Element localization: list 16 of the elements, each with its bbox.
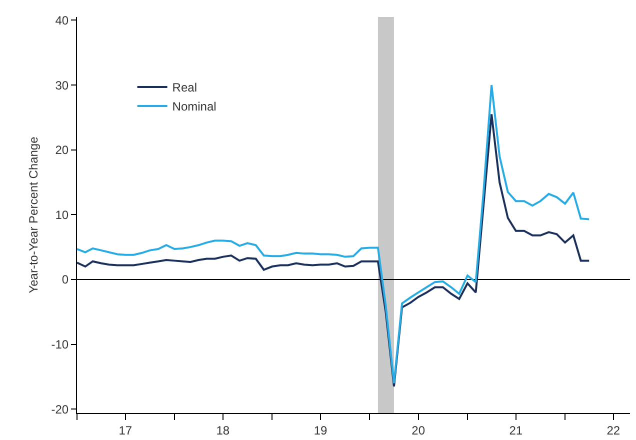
x-tick-label: 21	[509, 423, 523, 438]
y-tick-label: 40	[55, 13, 69, 28]
y-tick-label: 20	[55, 143, 69, 158]
x-tick-label: 18	[216, 423, 230, 438]
x-tick-label: 17	[118, 423, 132, 438]
y-tick-label: -10	[51, 338, 69, 352]
x-tick-label: 19	[314, 423, 328, 438]
legend-label: Nominal	[172, 100, 216, 114]
y-tick-label: 0	[62, 272, 69, 287]
y-axis-title: Year-to-Year Percent Change	[26, 136, 41, 294]
x-tick-label: 22	[606, 423, 620, 438]
y-tick-label: 30	[55, 78, 69, 92]
legend-label: Real	[172, 80, 197, 95]
y-tick-label: -20	[51, 402, 69, 416]
x-tick-label: 20	[412, 423, 426, 438]
y-tick-label: 10	[55, 208, 69, 222]
